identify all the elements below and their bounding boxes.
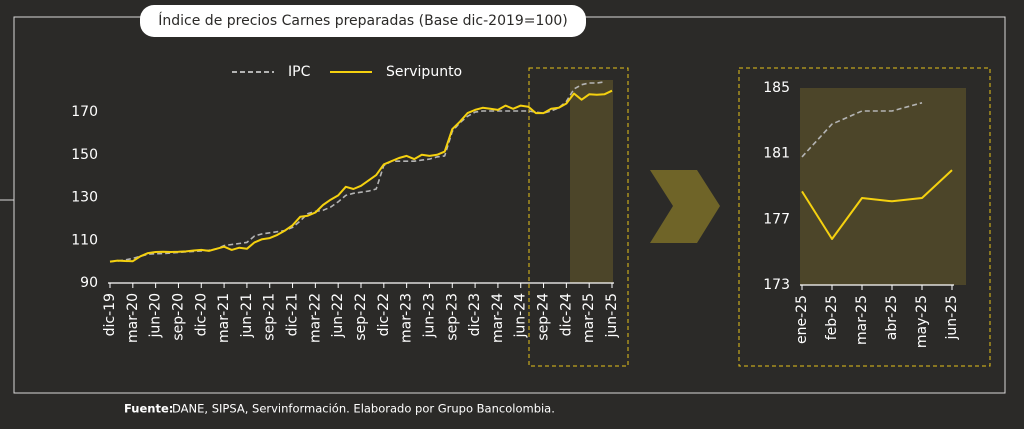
x-tick-label: ene-25 <box>794 295 810 344</box>
x-tick-label: jun-25 <box>604 293 620 339</box>
legend-label: IPC <box>288 64 311 80</box>
x-tick-label: sep-20 <box>170 293 186 341</box>
y-tick-label: 110 <box>71 232 98 248</box>
x-tick-label: jun-24 <box>513 293 529 339</box>
y-tick-label: 185 <box>763 80 790 96</box>
y-tick-label: 177 <box>763 211 790 227</box>
x-tick-label: mar-21 <box>216 293 232 343</box>
source-label: Fuente: <box>124 402 173 416</box>
x-tick-label: mar-20 <box>125 293 141 343</box>
x-tick-label: feb-25 <box>824 295 840 340</box>
x-tick-label: sep-21 <box>262 293 278 341</box>
x-tick-label: dic-20 <box>193 293 209 336</box>
x-tick-label: jun-25 <box>944 295 960 341</box>
y-tick-label: 150 <box>71 147 98 163</box>
highlight-band <box>570 80 613 283</box>
zoom-background <box>800 88 966 285</box>
x-tick-label: mar-22 <box>307 293 323 343</box>
x-tick-label: sep-22 <box>353 293 369 341</box>
x-tick-label: dic-23 <box>467 293 483 336</box>
x-tick-label: jun-22 <box>330 293 346 339</box>
y-tick-label: 181 <box>763 146 790 162</box>
title-pill <box>140 5 586 37</box>
series-line <box>801 169 953 240</box>
chart-title: Índice de precios Carnes preparadas (Bas… <box>158 12 567 29</box>
x-tick-label: jun-23 <box>421 293 437 339</box>
x-tick-label: dic-21 <box>285 293 301 336</box>
arrow <box>672 170 720 243</box>
source-text: DANE, SIPSA, Servinformación. Elaborado … <box>172 402 555 416</box>
series-line <box>109 89 613 263</box>
y-tick-label: 173 <box>763 277 790 293</box>
legend-label: Servipunto <box>386 64 462 80</box>
zoom-box <box>738 67 991 367</box>
x-tick-label: sep-23 <box>444 293 460 341</box>
y-tick-label: 130 <box>71 190 98 206</box>
x-tick-label: dic-24 <box>558 293 574 336</box>
x-tick-label: abr-25 <box>884 295 900 340</box>
x-tick-label: jun-21 <box>239 293 255 339</box>
x-tick-label: mar-24 <box>490 293 506 343</box>
x-tick-label: mar-25 <box>581 293 597 343</box>
x-tick-label: jun-20 <box>148 293 164 339</box>
zoom-box <box>528 67 629 367</box>
x-tick-label: dic-19 <box>102 293 118 336</box>
x-tick-label: sep-24 <box>536 293 552 341</box>
y-tick-label: 90 <box>80 275 98 291</box>
x-tick-label: mar-23 <box>399 293 415 343</box>
y-tick-label: 170 <box>71 104 98 120</box>
x-tick-label: may-25 <box>914 295 930 348</box>
x-tick-label: dic-22 <box>376 293 392 336</box>
x-tick-label: mar-25 <box>854 295 870 345</box>
